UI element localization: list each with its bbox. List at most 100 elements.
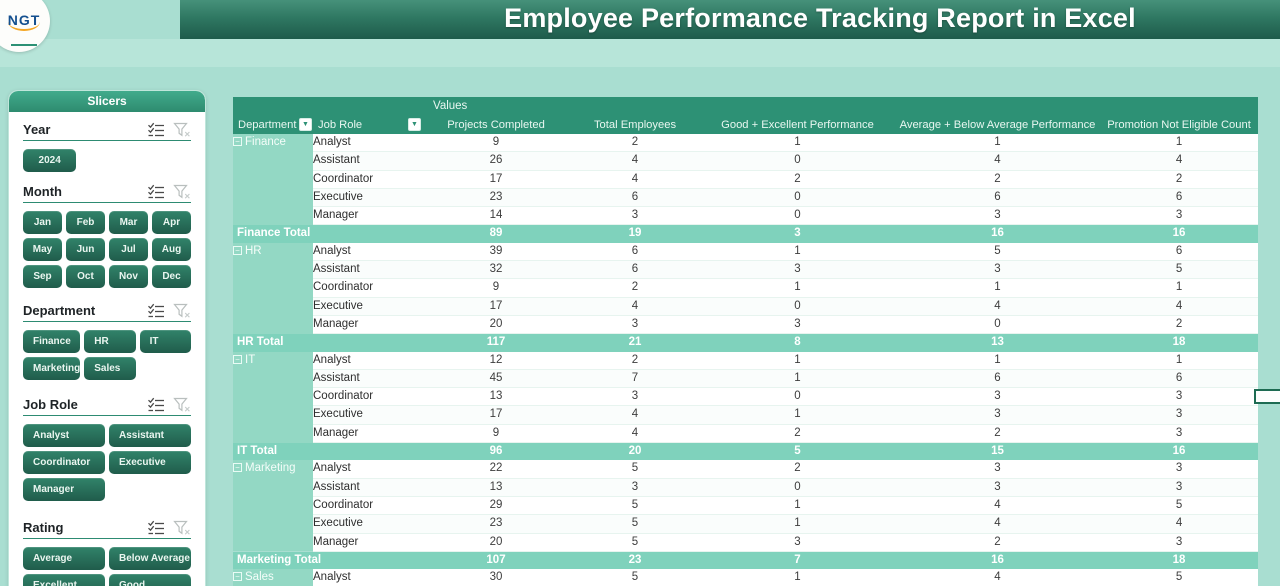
total-label-cell: Marketing Total (233, 551, 422, 570)
slicer-year: Year 2024 (9, 121, 205, 172)
total-value-cell: 21 (570, 333, 700, 352)
slicer-button-sales[interactable]: Sales (84, 357, 136, 380)
table-row: − IT Analyst 12 2 1 1 1 (233, 351, 1259, 443)
column-header-label: Projects Completed (447, 118, 545, 131)
column-header-total-employees: Total Employees (570, 115, 700, 134)
slicer-button-it[interactable]: IT (139, 330, 191, 353)
multi-select-icon[interactable] (147, 520, 165, 536)
filter-dropdown-button[interactable]: ▼ (408, 118, 421, 131)
slicer-button-jun[interactable]: Jun (66, 238, 105, 261)
value-cell: 1 (700, 405, 895, 425)
slicer-button-finance[interactable]: Finance (23, 330, 81, 353)
clear-filter-icon[interactable] (173, 122, 191, 138)
slicer-button-average[interactable]: Average (23, 547, 105, 570)
value-cell: 1 (700, 351, 895, 370)
slicer-button-assistant[interactable]: Assistant (109, 424, 191, 447)
slicer-button-2024[interactable]: 2024 (23, 149, 77, 172)
value-cell: 6 (570, 242, 700, 262)
clear-filter-icon[interactable] (173, 397, 191, 413)
collapse-icon[interactable]: − (233, 572, 242, 582)
value-cell: 17 (422, 405, 570, 425)
slicer-rating: Rating Average Below Average Excellent Good (9, 519, 205, 586)
value-cell: 4 (895, 514, 1100, 534)
slicer-button-manager[interactable]: Manager (23, 478, 105, 501)
value-cell: 4 (1100, 151, 1259, 171)
value-cell: 22 (422, 460, 570, 479)
brand-logo-text: NGT (7, 12, 41, 31)
value-cell: 3 (1100, 478, 1259, 497)
slicer-title-year: Year (23, 122, 51, 137)
slicer-button-feb[interactable]: Feb (66, 211, 105, 234)
collapse-icon[interactable]: − (233, 354, 242, 364)
collapse-icon[interactable]: − (233, 137, 242, 146)
value-cell: 9 (422, 278, 570, 298)
value-cell: 2 (895, 170, 1100, 189)
slicer-title-job-role: Job Role (23, 397, 78, 412)
clear-filter-icon[interactable] (173, 520, 191, 536)
department-group-cell: − Sales (233, 569, 313, 586)
slicer-button-hr[interactable]: HR (84, 330, 136, 353)
value-cell: 3 (700, 315, 895, 335)
value-cell: 3 (570, 387, 700, 407)
slicer-button-good[interactable]: Good (109, 574, 191, 586)
clear-filter-icon[interactable] (173, 303, 191, 319)
total-value-cell: 96 (422, 442, 570, 461)
clear-filter-icon[interactable] (173, 184, 191, 200)
value-cell: 5 (570, 514, 700, 534)
multi-select-icon[interactable] (147, 184, 165, 200)
collapse-icon[interactable]: − (233, 463, 242, 473)
banner-strip (0, 39, 1280, 67)
job-role-cell: Analyst (313, 460, 422, 479)
slicer-button-executive[interactable]: Executive (109, 451, 191, 474)
department-label: Marketing (245, 462, 296, 475)
value-cell: 0 (700, 188, 895, 208)
total-label-cell: HR Total (233, 333, 422, 352)
slicer-button-aug[interactable]: Aug (152, 238, 191, 261)
value-cell: 3 (895, 460, 1100, 479)
multi-select-icon[interactable] (147, 122, 165, 138)
slicer-button-may[interactable]: May (23, 238, 62, 261)
filter-dropdown-button[interactable]: ▼ (299, 118, 312, 131)
multi-select-icon[interactable] (147, 397, 165, 413)
value-cell: 1 (895, 351, 1100, 370)
total-value-cell: 7 (700, 551, 895, 570)
value-cell: 12 (422, 351, 570, 370)
value-cell: 5 (1100, 260, 1259, 280)
slicer-button-below-average[interactable]: Below Average (109, 547, 191, 570)
selected-cell-outline[interactable] (1254, 389, 1280, 404)
job-role-cell: Assistant (313, 151, 422, 171)
slicer-button-sep[interactable]: Sep (23, 265, 62, 288)
table-row: − Marketing Analyst 22 5 2 3 3 (233, 460, 1259, 552)
slicer-button-excellent[interactable]: Excellent (23, 574, 105, 586)
total-value-cell: 23 (570, 551, 700, 570)
job-role-cell: Executive (313, 297, 422, 316)
slicer-grid-rating: Average Below Average Excellent Good (23, 547, 191, 586)
value-cell: 3 (895, 478, 1100, 497)
multi-select-icon[interactable] (147, 303, 165, 319)
slicer-button-analyst[interactable]: Analyst (23, 424, 105, 447)
slicer-button-nov[interactable]: Nov (109, 265, 148, 288)
column-header-good-excellent-performance: Good + Excellent Performance (700, 115, 895, 134)
slicer-button-jul[interactable]: Jul (109, 238, 148, 261)
slicer-department: Department Finance HR IT Marketing Sales (9, 302, 205, 380)
value-cell: 2 (570, 351, 700, 370)
value-cell: 6 (1100, 188, 1259, 208)
collapse-icon[interactable]: − (233, 245, 242, 255)
slicer-button-jan[interactable]: Jan (23, 211, 62, 234)
slicer-button-marketing[interactable]: Marketing (23, 357, 81, 380)
slicer-button-dec[interactable]: Dec (152, 265, 191, 288)
value-cell: 4 (570, 424, 700, 444)
value-cell: 3 (570, 315, 700, 335)
slicer-button-oct[interactable]: Oct (66, 265, 105, 288)
value-cell: 0 (700, 387, 895, 407)
slicer-button-mar[interactable]: Mar (109, 211, 148, 234)
value-cell: 1 (700, 569, 895, 586)
slicer-button-coordinator[interactable]: Coordinator (23, 451, 105, 474)
slicer-grid-job-role: Analyst Assistant Coordinator Executive Mana… (23, 424, 191, 501)
value-cell: 2 (1100, 170, 1259, 189)
value-cell: 4 (1100, 297, 1259, 316)
job-role-cell: Coordinator (313, 496, 422, 516)
value-cell: 3 (895, 387, 1100, 407)
slicer-button-apr[interactable]: Apr (152, 211, 191, 234)
